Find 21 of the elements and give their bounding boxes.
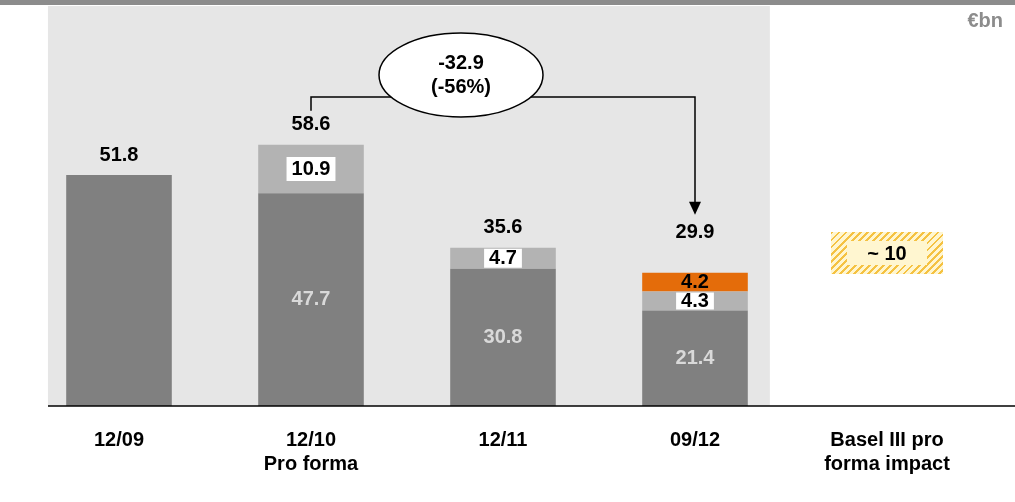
data-label: 10.9 <box>291 156 331 179</box>
data-label: 47.7 <box>291 287 331 310</box>
total-label: 51.8 <box>99 142 139 165</box>
x-tick-label: 12/10 Pro forma <box>263 427 360 474</box>
bar <box>66 175 172 406</box>
total-label: 35.6 <box>483 215 523 238</box>
data-label: 4.7 <box>489 245 517 268</box>
x-tick-label: 09/12 <box>669 427 721 450</box>
data-label: 30.8 <box>483 324 523 347</box>
bar <box>450 268 556 406</box>
total-label: 58.6 <box>291 112 331 135</box>
x-tick-label: 12/11 <box>478 427 528 450</box>
x-tick-label: Basel III pro forma impact <box>824 427 951 474</box>
bar <box>258 193 364 406</box>
x-tick-label: 12/09 <box>93 427 145 450</box>
total-label: 29.9 <box>675 220 715 243</box>
data-label: 21.4 <box>675 345 716 368</box>
annotation: ~ 10 <box>847 241 927 265</box>
bar <box>642 310 748 406</box>
text: €bn <box>967 8 1003 32</box>
text: -32.9 (-56%) <box>430 50 492 98</box>
